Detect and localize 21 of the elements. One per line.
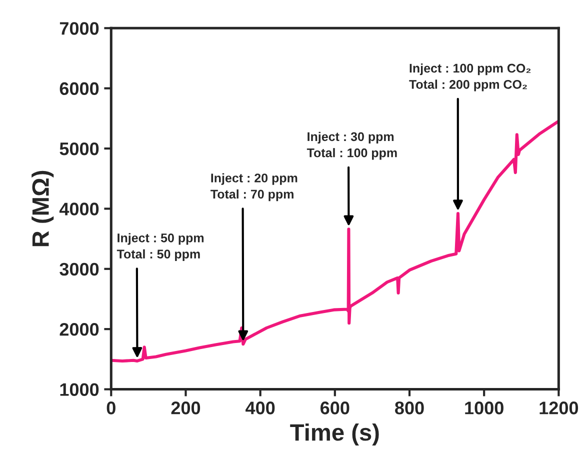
x-axis-title: Time (s) [290,423,379,446]
y-axis-title: R (MΩ) [32,170,54,246]
annotation: Inject : 20 ppm Total : 70 ppm [210,173,298,202]
x-tick-label: 200 [171,402,200,414]
y-tick-label: 3000 [60,262,99,276]
x-tick-label: 1000 [465,402,504,414]
annotation: Inject : 100 ppm CO₂ Total : 200 ppm CO₂ [409,63,531,92]
y-tick-label: 7000 [60,22,99,35]
y-tick-label: 1000 [60,383,99,396]
y-tick-label: 2000 [60,323,99,336]
line-series [111,120,559,363]
annotation: Inject : 50 ppm Total : 50 ppm [116,233,204,261]
y-tick-label: 6000 [60,82,99,96]
x-tick-label: 1200 [540,402,578,414]
x-tick-label: 400 [246,402,275,414]
y-tick-label: 4000 [59,202,99,216]
annotation: Inject : 30 ppm Total : 100 ppm [306,132,397,160]
y-tick-label: 5000 [60,142,99,156]
x-tick-label: 600 [320,402,350,414]
x-tick-label: 800 [395,402,424,414]
x-tick-label: 0 [106,402,116,414]
